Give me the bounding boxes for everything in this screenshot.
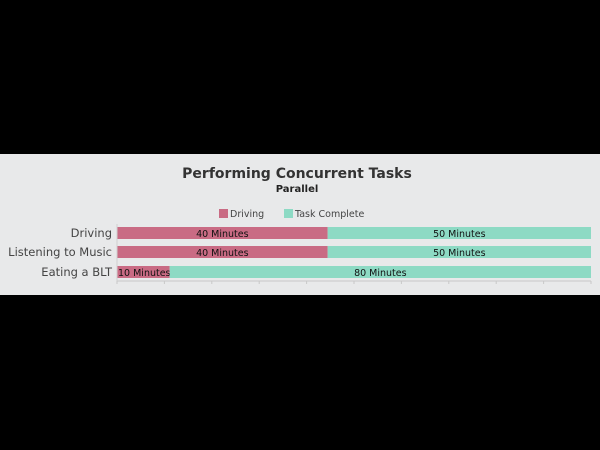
category-label-3: Eating a BLT [41, 265, 113, 279]
legend: Driving Task Complete [219, 209, 364, 220]
bar-label-3-1: 10 Minutes [118, 268, 171, 279]
bar-label-2-1: 40 Minutes [196, 248, 249, 259]
bar-label-2-2: 50 Minutes [433, 248, 486, 259]
legend-swatch-1 [219, 209, 228, 218]
bar-label-1-1: 40 Minutes [196, 229, 249, 240]
chart-title: Performing Concurrent Tasks [182, 166, 412, 182]
bar-2-1 [117, 246, 328, 258]
bar-1-1 [117, 227, 328, 239]
category-label-1: Driving [71, 226, 112, 240]
chart-subtitle: Parallel [276, 184, 319, 195]
category-label-2: Listening to Music [8, 245, 112, 259]
bar-3-2 [169, 266, 591, 278]
bar-label-1-2: 50 Minutes [433, 229, 486, 240]
bar-3-1 [117, 266, 170, 278]
stacked-bar-chart: Performing Concurrent Tasks Parallel Dri… [8, 166, 592, 284]
bar-2-2 [327, 246, 591, 258]
bar-label-3-2: 80 Minutes [354, 268, 407, 279]
legend-label-2: Task Complete [294, 209, 364, 220]
bar-1-2 [327, 227, 591, 239]
x-axis [116, 224, 592, 284]
legend-label-1: Driving [230, 209, 264, 220]
chart-panel: Performing Concurrent Tasks Parallel Dri… [0, 154, 600, 295]
legend-swatch-2 [284, 209, 293, 218]
bars-group: Driving 40 Minutes 50 Minutes Listening to … [8, 226, 591, 279]
